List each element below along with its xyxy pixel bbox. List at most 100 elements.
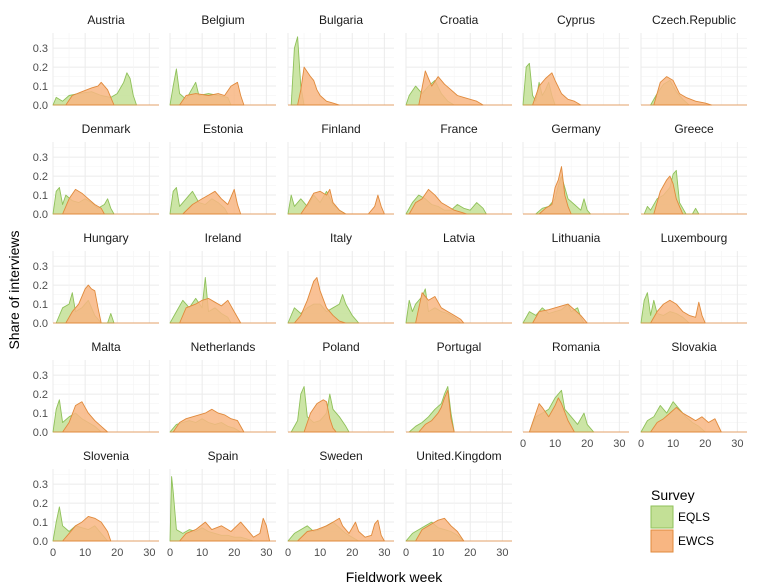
panel-title-cyprus: Cyprus <box>557 13 595 27</box>
panel-denmark: Denmark <box>52 122 159 215</box>
ewcs-area-hungary <box>65 284 102 324</box>
ewcs-area-netherlands <box>172 408 245 433</box>
x-tick-label: 0 <box>403 547 409 559</box>
panel-belgium: Belgium <box>169 13 276 106</box>
panel-slovenia: Slovenia <box>52 449 159 542</box>
ewcs-area-germany <box>538 166 572 215</box>
x-axis-labels: 0 10 20 30 0 10 20 30 0 10 20 30 0 10 20 30 0 10 20 30 0 10 20… <box>50 438 744 559</box>
x-tick-label: 20 <box>699 438 711 450</box>
panel-germany: Germany <box>522 122 629 215</box>
y-tick-label: 0.2 <box>33 498 48 510</box>
x-tick-label: 0 <box>167 547 173 559</box>
x-tick-label: 30 <box>143 547 155 559</box>
ewcs-area-italy <box>293 277 347 324</box>
ewcs-area-belgium <box>179 81 245 106</box>
panel-france: France <box>405 122 512 215</box>
panel-poland: Poland <box>287 340 394 433</box>
x-tick-label: 0 <box>50 547 56 559</box>
x-tick-label: 10 <box>432 547 444 559</box>
y-tick-label: 0.1 <box>33 81 48 93</box>
panel-title-netherlands: Netherlands <box>191 340 256 354</box>
panel-title-spain: Spain <box>208 449 239 463</box>
panel-title-latvia: Latvia <box>443 231 475 245</box>
panel-romania: Romania <box>522 340 629 433</box>
x-tick-label: 20 <box>346 547 358 559</box>
panel-title-bulgaria: Bulgaria <box>319 13 363 27</box>
ewcs-area-estonia <box>182 188 242 215</box>
panel-title-italy: Italy <box>330 231 352 245</box>
ewcs-area-portugal <box>418 389 455 433</box>
panel-title-czech-republic: Czech.Republic <box>652 13 736 27</box>
panel-title-france: France <box>440 122 478 136</box>
panel-hungary: Hungary <box>52 231 159 324</box>
y-tick-label: 0.1 <box>33 408 48 420</box>
panel-estonia: Estonia <box>169 122 276 215</box>
panel-united-kingdom: United.Kingdom <box>405 449 512 542</box>
ewcs-area-romania <box>528 397 575 433</box>
ewcs-area-luxembourg <box>650 299 706 324</box>
panel-latvia: Latvia <box>405 231 512 324</box>
y-tick-label: 0.0 <box>33 318 48 330</box>
panel-title-malta: Malta <box>91 340 121 354</box>
y-tick-label: 0.2 <box>33 62 48 74</box>
ewcs-area-denmark <box>62 188 105 215</box>
panel-luxembourg: Luxembourg <box>640 231 747 324</box>
x-tick-label: 20 <box>581 438 593 450</box>
x-tick-label: 10 <box>196 547 208 559</box>
ewcs-area-malta <box>62 401 109 433</box>
panel-sweden: Sweden <box>287 449 394 542</box>
x-tick-label: 10 <box>549 438 561 450</box>
panels: Austria Belgium Bulgaria Croatia Cyprus Czech… <box>52 13 747 542</box>
panel-title-romania: Romania <box>552 340 600 354</box>
panel-title-hungary: Hungary <box>83 231 128 245</box>
panel-malta: Malta <box>52 340 159 433</box>
panel-czech-republic: Czech.Republic <box>640 13 747 106</box>
y-tick-label: 0.1 <box>33 299 48 311</box>
y-tick-label: 0.1 <box>33 190 48 202</box>
panel-title-lithuania: Lithuania <box>552 231 601 245</box>
y-tick-label: 0.0 <box>33 536 48 548</box>
panel-title-germany: Germany <box>551 122 600 136</box>
panel-title-slovakia: Slovakia <box>671 340 717 354</box>
ewcs-area-poland <box>303 399 337 433</box>
panel-title-united-kingdom: United.Kingdom <box>416 449 501 463</box>
legend-label-eqls: EQLS <box>678 510 710 524</box>
legend-key-ewcs <box>650 529 674 553</box>
panel-title-greece: Greece <box>674 122 714 136</box>
y-tick-label: 0.3 <box>33 43 48 55</box>
x-tick-label: 20 <box>464 547 476 559</box>
y-tick-label: 0.3 <box>33 370 48 382</box>
panel-title-luxembourg: Luxembourg <box>661 231 728 245</box>
x-tick-label: 0 <box>520 438 526 450</box>
panel-greece: Greece <box>640 122 747 215</box>
x-tick-label: 10 <box>79 547 91 559</box>
y-tick-label: 0.3 <box>33 261 48 273</box>
ewcs-area-bulgaria <box>297 66 340 106</box>
ewcs-area-latvia <box>415 292 465 324</box>
ewcs-area-croatia <box>418 70 484 106</box>
x-tick-label: 20 <box>111 547 123 559</box>
panel-spain: Spain <box>169 449 276 542</box>
panel-title-belgium: Belgium <box>201 13 244 27</box>
panel-portugal: Portugal <box>405 340 512 433</box>
legend-key-eqls <box>650 505 674 529</box>
panel-title-croatia: Croatia <box>440 13 479 27</box>
panel-title-portugal: Portugal <box>437 340 482 354</box>
panel-title-slovenia: Slovenia <box>83 449 129 463</box>
x-tick-label: 10 <box>667 438 679 450</box>
ewcs-area-cyprus <box>532 72 582 106</box>
ewcs-area-sweden <box>297 517 385 542</box>
y-tick-label: 0.0 <box>33 427 48 439</box>
y-axis-title: Share of interviews <box>6 230 22 349</box>
x-axis-title: Fieldwork week <box>346 569 443 585</box>
panel-bulgaria: Bulgaria <box>287 13 394 106</box>
x-tick-label: 30 <box>731 438 743 450</box>
ewcs-area-finland <box>300 188 385 215</box>
y-tick-label: 0.2 <box>33 171 48 183</box>
panel-ireland: Ireland <box>169 231 276 324</box>
panel-title-austria: Austria <box>87 13 125 27</box>
ewcs-area-slovenia <box>62 515 112 542</box>
ewcs-area-czech-republic <box>653 76 713 106</box>
ewcs-area-austria <box>65 81 115 106</box>
legend-label-ewcs: EWCS <box>678 534 714 548</box>
